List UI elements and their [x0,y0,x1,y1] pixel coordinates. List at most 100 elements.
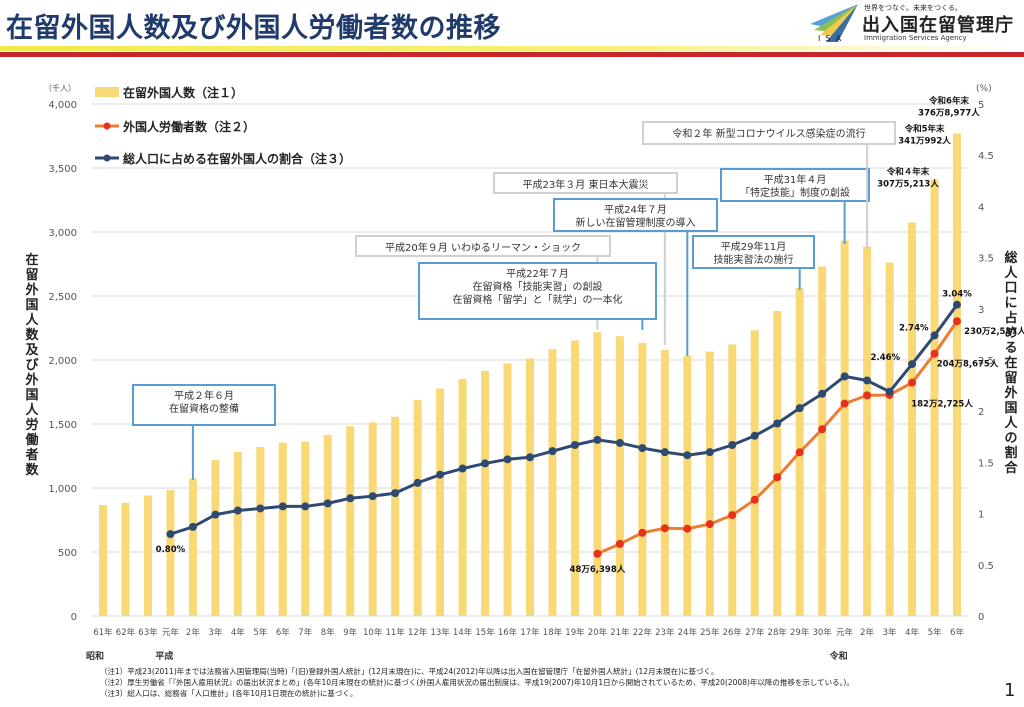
ratio-point [278,502,287,511]
legend-ratio-marker [103,154,111,162]
ratio-point [413,478,422,487]
ratio-point [256,504,265,513]
annotation-box [418,262,657,320]
bar [908,222,917,616]
legend-workers-marker [103,122,111,130]
workers-point [705,520,714,529]
x-tick-label: 2年 [860,627,874,638]
x-tick-label: 9年 [343,627,357,638]
y2-tick-label: 3.5 [978,254,994,265]
workers-point [840,399,849,408]
footnote-3: （注3）総人口は、総務省「人口推計」(各年10月1日現在の統計)に基づく。 [100,689,358,698]
bar [615,336,624,616]
annotation-text: 技能実習法の施行 [714,253,794,266]
ratio-point [908,360,917,369]
x-tick-label: 16年 [498,627,518,638]
workers-point [930,349,939,358]
ratio-point [526,453,534,462]
y2-tick-label: 0.5 [978,561,994,572]
bar [885,262,894,616]
y2-tick-label: 3 [978,305,984,316]
axes: 0 500 1,000 1,500 2,000 2,500 3,000 3,500 4,000 0… [24,83,1018,660]
logo-english: Immigration Services Agency [864,34,967,42]
x-tick-label: 15年 [475,627,495,638]
data-label: 令和４年末 [886,166,930,177]
ratio-point [638,444,647,453]
x-tick-label: 63年 [138,627,158,638]
bar [143,495,152,616]
ratio-point [503,455,512,464]
bar [930,179,939,616]
annotation-text: 在留資格「留学」と「就学」の一本化 [453,293,623,306]
data-label: 48万6,398人 [570,564,626,575]
x-tick-label: 3年 [208,627,222,638]
annotation-text: 平成23年３月 東日本大震災 [523,178,649,191]
ratio-point [750,431,759,440]
bar [481,370,490,616]
era-label: 平成 [155,650,173,660]
ratio-point [323,499,332,508]
y2-unit-label: (%) [976,84,992,94]
ratio-point [660,448,669,457]
workers-point [773,473,782,482]
lines-series [166,300,961,558]
bar [503,363,512,616]
y2-axis-title: 留 [1004,370,1017,386]
bar [211,459,220,616]
ratio-point [211,510,220,519]
y2-axis-title: 外 [1003,385,1017,401]
y-axis-title: 在 [25,252,38,268]
bar [99,505,107,616]
logo-tagline: 世界をつなぐ。未来をつくる。 [864,4,962,12]
bar [413,400,422,616]
bar [301,441,310,616]
y-axis-title: 留 [25,267,38,283]
y-tick-label: 2,500 [48,292,77,303]
x-tick-label: 6年 [276,627,290,638]
ratio-point [705,448,714,457]
x-tick-label: 12年 [408,627,428,638]
bar [256,446,265,616]
y2-axis-title: 人 [1004,415,1018,431]
x-tick-label: 21年 [610,627,630,638]
bar [728,344,737,616]
ratio-point [188,522,197,531]
bars-series [99,133,961,617]
workers-point [615,539,624,548]
data-label: 3.04% [942,290,972,300]
bar [278,442,287,616]
workers-point [728,511,737,520]
y2-tick-label: 2.5 [978,356,994,367]
x-tick-label: 23年 [655,627,675,638]
data-label: 341万992人 [898,135,951,146]
title-underline [0,46,1024,58]
ratio-point [233,506,242,515]
x-tick-label: 28年 [768,627,788,638]
bar [188,478,197,616]
bar [436,388,445,616]
x-tick-label: 27年 [745,627,765,638]
legend-label-workers: 外国人労働者数（注２） [123,119,255,134]
legend-label-residents: 在留外国人数（注１） [123,85,243,100]
y-axis-title: 労 [25,417,38,433]
y2-axis-title: 合 [1004,460,1018,476]
ratio-point [166,530,175,539]
ratio-point [346,494,355,503]
workers-point [660,524,669,533]
annotation-text: 平成20年９月 いわゆるリーマン・ショック [385,241,581,254]
annotation-text: 平成31年４月 [764,173,827,186]
workers-point [795,448,804,457]
y2-axis-title: 占 [1004,310,1017,326]
bar [660,349,669,616]
x-tick-label: 30年 [812,627,832,638]
y-axis-title: 国 [25,298,38,313]
y2-tick-label: 1 [978,510,984,521]
ratio-point [953,300,961,309]
y-axis-title: 働 [24,432,38,448]
annotation-box [355,235,611,257]
y-axis-title: 外 [24,282,38,298]
x-tick-label: 22年 [633,627,653,638]
x-tick-label: 17年 [520,627,540,638]
logo-name: 出入国在留管理庁 [862,15,1014,36]
